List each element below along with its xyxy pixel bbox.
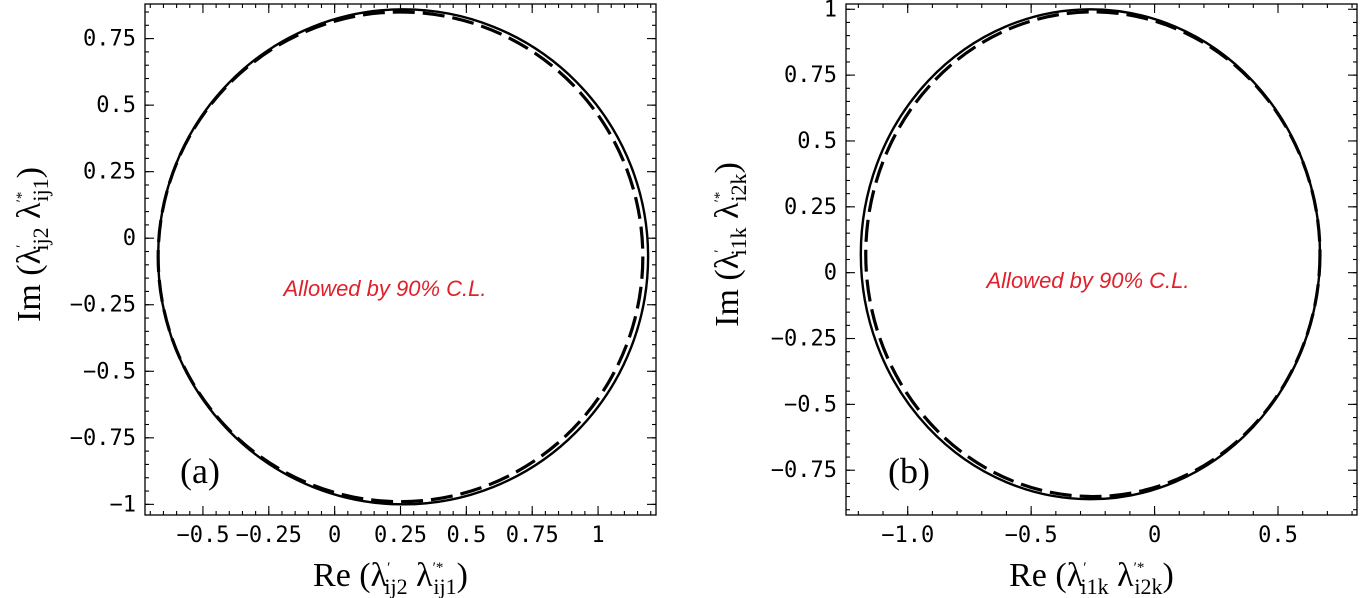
y-tick-label: −0.25 bbox=[70, 293, 136, 318]
annotation-text: Allowed by 90% C.L. bbox=[282, 276, 487, 301]
y-tick-label: −0.25 bbox=[771, 327, 837, 352]
y-tick-label: 0.75 bbox=[83, 27, 136, 52]
x-axis-title: Re (λ′ ij2 λ′* ij1) bbox=[313, 557, 468, 598]
y-tick-label: 0.25 bbox=[784, 195, 837, 220]
y-tick-label: 0.5 bbox=[797, 129, 837, 154]
x-axis-title: Re (λ′ i1k λ′* i2k) bbox=[1009, 557, 1174, 598]
y-tick-label: −0.5 bbox=[83, 359, 136, 384]
y-tick-label: 0.5 bbox=[96, 93, 136, 118]
x-tick-label: 0.75 bbox=[506, 523, 559, 548]
y-axis-title-group: Im (λ′ij2 λ′*ij1) bbox=[11, 167, 53, 322]
panel-label: (a) bbox=[180, 451, 220, 491]
solid-contour bbox=[859, 8, 1322, 501]
plot-frame bbox=[845, 3, 1358, 516]
minor-ticks bbox=[145, 4, 656, 515]
x-tick-label: 0 bbox=[1148, 523, 1161, 548]
x-tick-label: −0.5 bbox=[1005, 523, 1058, 548]
x-tick-label: 0 bbox=[328, 523, 341, 548]
x-tick-label: 0.5 bbox=[1258, 523, 1298, 548]
y-tick-label: −1 bbox=[110, 492, 137, 517]
panel-a: −0.5 −0.25 0 0.25 0.5 0.75 10.750.50.250−0.25−… bbox=[11, 3, 657, 598]
dashed-contour bbox=[864, 10, 1322, 499]
y-tick-label: −0.75 bbox=[70, 426, 136, 451]
solid-contour bbox=[156, 8, 650, 506]
y-tick-label: −0.75 bbox=[771, 458, 837, 483]
y-axis-title-group: Im (λ′i1k λ′*i2k) bbox=[709, 162, 751, 327]
x-tick-label: −1.0 bbox=[881, 523, 934, 548]
minor-ticks bbox=[846, 4, 1357, 515]
x-tick-label: −0.25 bbox=[236, 523, 302, 548]
y-axis-title: Im (λ′ij2 λ′*ij1) bbox=[11, 167, 53, 322]
y-axis-title: Im (λ′i1k λ′*i2k) bbox=[709, 162, 751, 327]
annotation-text: Allowed by 90% C.L. bbox=[985, 268, 1190, 293]
dashed-contour bbox=[156, 10, 645, 504]
y-tick-label: 1 bbox=[824, 0, 837, 22]
x-tick-label: 0.5 bbox=[446, 523, 486, 548]
x-tick-label: −0.5 bbox=[176, 523, 229, 548]
plot-frame bbox=[144, 3, 657, 516]
y-tick-label: 0 bbox=[824, 261, 837, 286]
y-tick-label: 0.75 bbox=[784, 63, 837, 88]
panel-label: (b) bbox=[888, 451, 930, 491]
y-tick-label: −0.5 bbox=[784, 392, 837, 417]
y-tick-label: 0 bbox=[123, 226, 136, 251]
panel-b: −1.0 −0.5 0 0.5 1 0.75 0.5 0.25 0 −0.25 −0.5 −0.75 A… bbox=[709, 0, 1358, 598]
y-tick-label: 0.25 bbox=[83, 160, 136, 185]
x-tick-label: 1 bbox=[591, 523, 604, 548]
x-tick-label: 0.25 bbox=[374, 523, 427, 548]
